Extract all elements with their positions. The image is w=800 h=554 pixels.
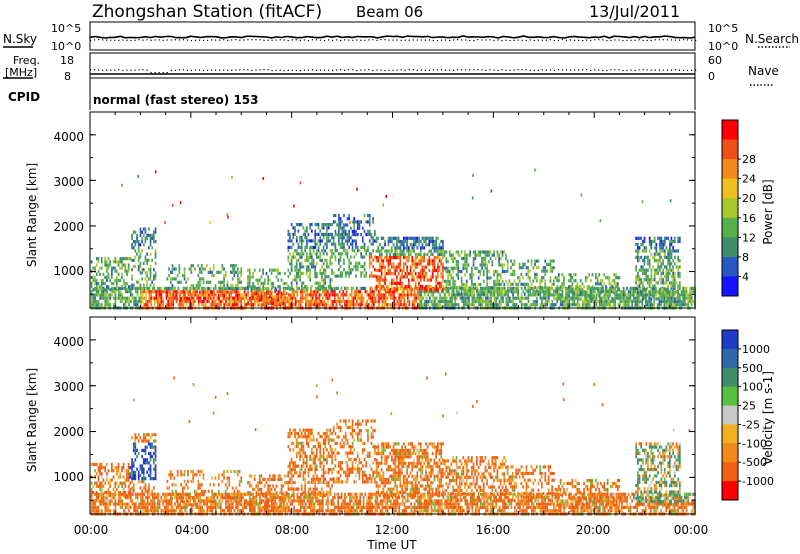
nsky-tick-bottom: 10^0	[51, 40, 81, 53]
xtick-1600: 16:00	[476, 523, 511, 537]
freq-panel	[89, 52, 696, 79]
colorbar-tick: -100	[742, 437, 767, 450]
nsky-label: N.Sky	[3, 32, 37, 46]
power-ytick-3000: 3000	[53, 175, 84, 189]
power-colorbar-label: Power [dB]	[761, 179, 775, 244]
xtick-1200: 12:00	[375, 523, 410, 537]
power-ytick-4000: 4000	[53, 130, 84, 144]
velocity-ytick-2000: 2000	[53, 425, 84, 439]
colorbar-tick: 20	[742, 192, 756, 205]
nave-tick-bottom: 0	[708, 70, 715, 83]
nave-label: Nave	[748, 64, 779, 78]
colorbar-tick: 24	[742, 173, 756, 186]
velocity-ylabel: Slant Range [km]	[25, 368, 39, 472]
nsearch-label: N.Search	[745, 32, 799, 46]
xtick-0800: 08:00	[275, 523, 310, 537]
power-colorbar: 4 8 12 16 20 24 28	[721, 119, 756, 297]
xtick-0000: 00:00	[74, 523, 109, 537]
freq-trace	[90, 69, 697, 75]
nsky-panel	[89, 21, 696, 51]
velocity-heatmap	[90, 372, 696, 516]
xlabel: Time UT	[366, 538, 417, 552]
freq-tick-top: 18	[60, 54, 74, 67]
velocity-colorbar-label: Velocity [m s-1]	[761, 371, 775, 465]
power-ytick-1000: 1000	[53, 264, 84, 278]
station-title: Zhongshan Station (fitACF)	[92, 2, 322, 22]
freq-tick-bottom: 8	[64, 70, 71, 83]
nsearch-tick-top: 10^5	[708, 22, 738, 35]
velocity-colorbar: 1000 500 100 25 -25 -100 -500 -1000	[721, 329, 774, 501]
cpid-label: CPID	[8, 90, 40, 104]
power-ytick-2000: 2000	[53, 220, 84, 234]
date-label: 13/Jul/2011	[589, 2, 680, 21]
colorbar-tick: 8	[742, 251, 749, 264]
power-heatmap	[90, 168, 696, 310]
colorbar-tick: 25	[742, 400, 756, 413]
colorbar-tick: -1000	[742, 475, 774, 488]
nsky-trace	[89, 35, 697, 42]
colorbar-tick: 16	[742, 212, 756, 225]
colorbar-tick: 500	[742, 362, 763, 375]
nsearch-tick-bottom: 10^0	[708, 40, 738, 53]
power-ylabel: Slant Range [km]	[25, 163, 39, 267]
beam-label: Beam 06	[356, 3, 423, 21]
colorbar-tick: 28	[742, 153, 756, 166]
colorbar-tick: 1000	[742, 343, 770, 356]
xtick-0400: 04:00	[175, 523, 210, 537]
freq-label: Freq.	[13, 54, 40, 67]
xtick-2000: 20:00	[576, 523, 611, 537]
colorbar-tick: 4	[742, 270, 749, 283]
velocity-axes: 1000 2000 3000 4000 Slant Range [km] 00:…	[25, 317, 708, 552]
velocity-ytick-4000: 4000	[53, 335, 84, 349]
colorbar-tick: 12	[742, 231, 756, 244]
colorbar-tick: -500	[742, 456, 767, 469]
cpid-text: normal (fast stereo) 153	[93, 93, 259, 107]
freq-unit: [MHz]	[5, 66, 37, 79]
colorbar-tick: -25	[742, 418, 760, 431]
colorbar-tick: 100	[742, 381, 763, 394]
nave-tick-top: 60	[708, 54, 722, 67]
power-axes: 1000 2000 3000 4000 Slant Range [km]	[25, 112, 696, 308]
velocity-ytick-3000: 3000	[53, 380, 84, 394]
velocity-ytick-1000: 1000	[53, 470, 84, 484]
nsky-tick-top: 10^5	[51, 22, 81, 35]
xtick-2400: 00:00	[674, 523, 709, 537]
